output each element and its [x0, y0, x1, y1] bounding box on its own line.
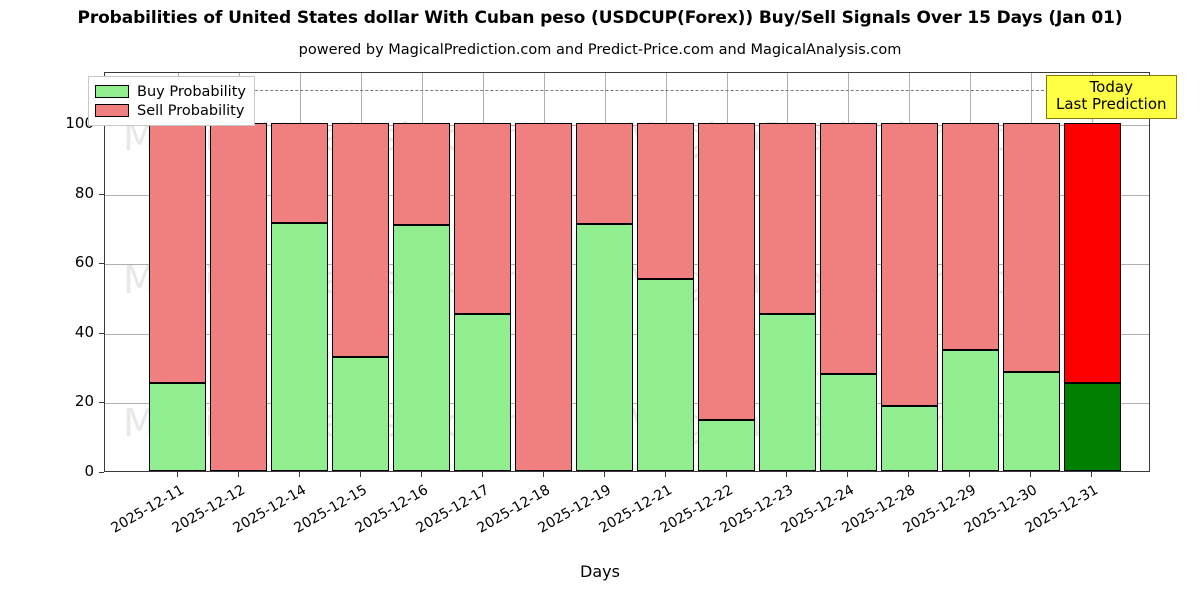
bar-segment-sell[interactable] — [697, 123, 756, 420]
y-axis-tick-label: 40 — [74, 322, 94, 341]
y-axis-tick-label: 0 — [84, 462, 94, 480]
last-prediction-label: Last Prediction — [1056, 94, 1167, 113]
x-axis-tick-mark — [725, 472, 727, 477]
x-axis-tick-mark — [908, 472, 910, 477]
bar-group[interactable] — [880, 73, 939, 471]
bar-segment-sell[interactable] — [758, 123, 817, 315]
bar-segment-buy[interactable] — [331, 356, 390, 471]
bar-segment-sell[interactable] — [514, 123, 573, 471]
bar-group[interactable] — [209, 73, 268, 471]
x-axis-tick-mark — [847, 472, 849, 477]
bar-group[interactable] — [148, 73, 207, 471]
bar-segment-buy[interactable] — [392, 225, 451, 471]
today-annotation: Today Last Prediction — [1046, 75, 1177, 119]
bar-segment-buy[interactable] — [636, 278, 695, 471]
x-axis-tick-mark — [298, 472, 300, 477]
bar-segment-buy[interactable] — [1002, 371, 1061, 471]
bar-segment-buy[interactable] — [819, 373, 878, 471]
x-axis-tick-mark — [176, 472, 178, 477]
bar-group[interactable] — [453, 73, 512, 471]
bar-segment-sell[interactable] — [575, 123, 634, 225]
bar-group[interactable] — [697, 73, 756, 471]
y-axis-tick-label: 60 — [74, 253, 94, 272]
bar-segment-sell[interactable] — [209, 123, 268, 471]
bar-group[interactable] — [270, 73, 329, 471]
legend-swatch-icon — [95, 85, 129, 98]
bar-segment-sell[interactable] — [880, 123, 939, 407]
x-axis-label: Days — [580, 562, 620, 581]
chart-legend: Buy Probability Sell Probability — [88, 76, 255, 126]
bar-group[interactable] — [1002, 73, 1061, 471]
y-axis-tick-mark — [99, 332, 104, 334]
bar-group[interactable] — [514, 73, 573, 471]
x-axis-tick-mark — [420, 472, 422, 477]
x-axis-tick-mark — [1030, 472, 1032, 477]
bar-segment-buy[interactable] — [1063, 382, 1122, 471]
y-axis-tick-label: 20 — [74, 392, 94, 411]
bar-group[interactable] — [1063, 73, 1122, 471]
threshold-line — [105, 90, 1149, 92]
bar-segment-sell[interactable] — [819, 123, 878, 374]
bar-group[interactable] — [575, 73, 634, 471]
bar-segment-buy[interactable] — [758, 314, 817, 471]
x-axis-tick-mark — [664, 472, 666, 477]
x-axis-tick-mark — [542, 472, 544, 477]
bar-segment-sell[interactable] — [636, 123, 695, 279]
legend-item-label: Sell Probability — [137, 102, 245, 119]
bar-group[interactable] — [392, 73, 451, 471]
legend-item[interactable]: Buy Probability — [95, 82, 246, 101]
legend-item[interactable]: Sell Probability — [95, 101, 246, 120]
bar-group[interactable] — [758, 73, 817, 471]
bar-segment-sell[interactable] — [331, 123, 390, 357]
y-axis-tick-mark — [99, 402, 104, 404]
x-axis-tick-mark — [786, 472, 788, 477]
bar-segment-buy[interactable] — [575, 224, 634, 471]
bar-group[interactable] — [331, 73, 390, 471]
y-axis-tick-mark — [99, 472, 104, 473]
bar-segment-buy[interactable] — [880, 406, 939, 471]
x-axis-tick-mark — [359, 472, 361, 477]
bar-segment-sell[interactable] — [1063, 123, 1122, 383]
bar-segment-buy[interactable] — [697, 419, 756, 471]
y-axis-tick-mark — [99, 263, 104, 265]
x-axis-tick-mark — [603, 472, 605, 477]
bar-segment-buy[interactable] — [941, 349, 1000, 471]
bar-segment-buy[interactable] — [148, 382, 207, 471]
plot-area: MagicalAnalysis.comMagicaPrediction.comM… — [104, 72, 1150, 472]
legend-item-label: Buy Probability — [137, 83, 246, 100]
bar-segment-sell[interactable] — [270, 123, 329, 223]
bar-group[interactable] — [819, 73, 878, 471]
chart-subtitle: powered by MagicalPrediction.com and Pre… — [298, 42, 902, 58]
x-axis-tick-mark — [237, 472, 239, 477]
bar-segment-sell[interactable] — [148, 123, 207, 383]
x-axis-tick-mark — [481, 472, 483, 477]
bar-segment-sell[interactable] — [453, 123, 512, 314]
bar-segment-sell[interactable] — [392, 123, 451, 226]
y-axis-tick-label: 80 — [74, 183, 94, 202]
y-axis-tick-mark — [99, 193, 104, 195]
legend-swatch-icon — [95, 104, 129, 117]
bar-segment-buy[interactable] — [453, 313, 512, 471]
bar-group[interactable] — [941, 73, 1000, 471]
bar-segment-sell[interactable] — [1002, 123, 1061, 372]
bar-segment-sell[interactable] — [941, 123, 1000, 350]
y-axis-tick-label: 100 — [65, 114, 94, 133]
today-label: Today — [1089, 78, 1133, 96]
x-axis-tick-mark — [969, 472, 971, 477]
bar-group[interactable] — [636, 73, 695, 471]
bar-segment-buy[interactable] — [270, 223, 329, 471]
x-axis-tick-mark — [1091, 472, 1093, 477]
page-title: Probabilities of United States dollar Wi… — [77, 8, 1123, 28]
